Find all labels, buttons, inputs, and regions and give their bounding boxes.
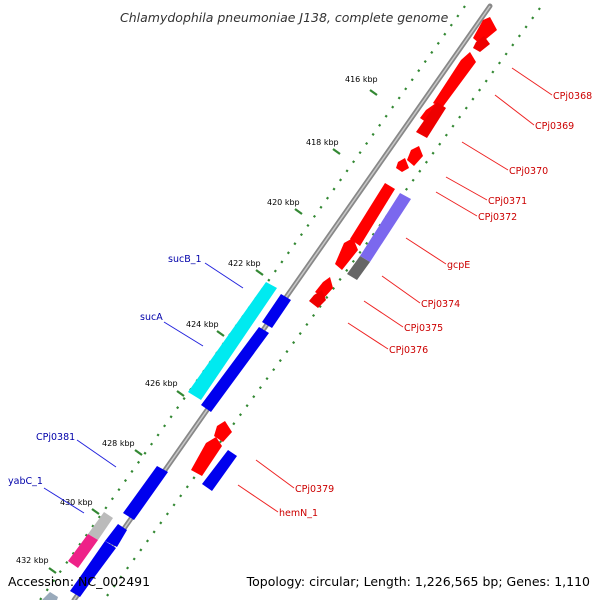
gene-arrow-yabc1-b (80, 541, 116, 583)
major-tick-2 (294, 208, 303, 215)
gene-arrow-cpj0371 (407, 146, 423, 166)
kbp-label-428: 428 kbp (102, 439, 135, 448)
kbp-label-426: 426 kbp (145, 379, 178, 388)
gene-label-cpj0376: CPj0376 (389, 345, 428, 356)
gene-label-cpj0370: CPj0370 (509, 166, 548, 177)
gene-arrow-suca (201, 327, 269, 412)
kbp-label-432: 432 kbp (16, 556, 49, 565)
pink-feature-yabc (68, 534, 98, 568)
major-tick-0 (369, 89, 378, 96)
blue-grey-feature (42, 592, 58, 600)
plus-strand-labels: CPj0368 CPj0369 CPj0370 CPj0371 CPj0372 … (279, 91, 592, 519)
gene-label-cpj0375: CPj0375 (404, 323, 443, 334)
gene-label-cpj0374: CPj0374 (421, 299, 460, 310)
gene-label-cpj0368: CPj0368 (553, 91, 592, 102)
gene-arrow-yabc1 (105, 524, 127, 547)
gene-arrow-cpj0373a (350, 183, 395, 246)
gene-arrow-cpj0368a (473, 36, 490, 52)
kbp-label-424: 424 kbp (186, 320, 219, 329)
gene-arrow-cpj0374 (335, 238, 358, 270)
minus-strand-labels: sucB_1 sucA CPj0381 yabC_1 (8, 254, 202, 487)
gene-label-hemn1: hemN_1 (279, 508, 318, 519)
major-tick-1 (332, 148, 341, 155)
major-tick-4 (216, 330, 225, 337)
map-title: Chlamydophila pneumoniae J138, complete … (120, 10, 449, 25)
ruler-tick-marks (48, 89, 378, 574)
major-tick-3 (255, 269, 264, 276)
kbp-label-418: 418 kbp (306, 138, 339, 147)
gene-label-cpj0381: CPj0381 (36, 432, 75, 443)
gene-label-cpj0372: CPj0372 (478, 212, 517, 223)
kbp-label-430: 430 kbp (60, 498, 93, 507)
gene-label-cpj0371: CPj0371 (488, 196, 527, 207)
plus-strand-genes (191, 17, 497, 476)
gene-label-sucb1: sucB_1 (168, 254, 202, 265)
minus-strand-genes (70, 294, 291, 597)
gene-arrow-hemn1 (191, 437, 222, 476)
gene-arrow-cpj0370 (416, 102, 446, 138)
gene-arrow-cpj0368 (433, 52, 476, 108)
gene-label-suca: sucA (140, 312, 163, 323)
gene-label-yabc1: yabC_1 (8, 476, 43, 487)
kbp-label-420: 420 kbp (267, 198, 300, 207)
grey-feature-cpj0373 (347, 256, 370, 280)
gene-arrow-yabc1-c (70, 577, 90, 597)
major-tick-6 (134, 449, 143, 456)
gene-arrow-cpj0372 (396, 158, 409, 172)
gene-arrow-hemn-minus (202, 450, 237, 491)
gene-arrow-cpj0376 (309, 290, 326, 308)
gene-label-cpj0379: CPj0379 (295, 484, 334, 495)
sucb1-feature (188, 282, 277, 400)
major-tick-7 (91, 508, 100, 515)
accession-text: Accession: NC_002491 (8, 574, 150, 589)
kbp-labels: 416 kbp 418 kbp 420 kbp 422 kbp 424 kbp … (16, 75, 378, 565)
gcpe-feature (360, 193, 411, 262)
genome-summary-text: Topology: circular; Length: 1,226,565 bp… (246, 574, 590, 589)
gene-label-gcpe: gcpE (447, 260, 470, 271)
kbp-label-422: 422 kbp (228, 259, 261, 268)
major-tick-8 (48, 567, 57, 574)
grey-feature-yabc (88, 512, 113, 540)
gene-label-cpj0369: CPj0369 (535, 121, 574, 132)
gene-arrow-cpj0381 (123, 466, 168, 520)
gene-arrow-cpj0367 (473, 17, 497, 44)
gene-arrow-sucb1-inner (262, 294, 291, 328)
special-features (42, 193, 411, 600)
gene-arrow-cpj0379 (214, 421, 232, 442)
major-tick-5 (176, 390, 185, 397)
label-leader-lines (43, 67, 553, 514)
kbp-label-416: 416 kbp (345, 75, 378, 84)
